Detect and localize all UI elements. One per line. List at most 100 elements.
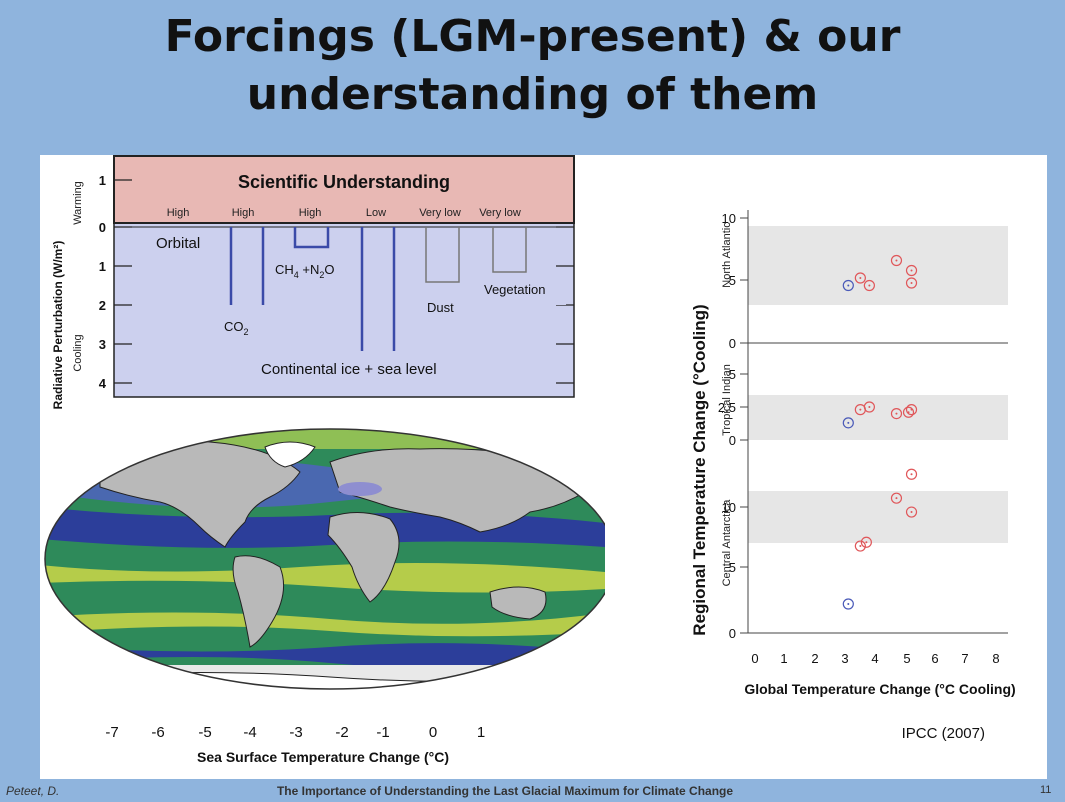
data-point-center <box>847 421 850 424</box>
data-point-center <box>859 408 862 411</box>
data-point <box>842 417 854 429</box>
panel-central-antarctica: Central Antarctica <box>721 499 733 587</box>
ca-tick-5: 5 <box>729 560 736 575</box>
y-tick-neg3: 3 <box>99 337 106 352</box>
cb-tick-0: 0 <box>429 724 437 741</box>
sst-colorbar: -7 -6 -5 -4 -3 -2 -1 0 1 Sea Surface Tem… <box>105 724 485 765</box>
na-tick-0: 0 <box>729 336 736 351</box>
greenland <box>264 441 316 468</box>
band-central-antarctica <box>748 491 1008 543</box>
data-point-center <box>865 541 868 544</box>
data-point <box>854 540 866 552</box>
panel-north-atlantic: North Atlantic <box>721 222 733 288</box>
ca-tick-0: 0 <box>729 626 736 641</box>
dust-label-bg <box>403 293 485 319</box>
data-point-center <box>895 497 898 500</box>
data-point-center <box>868 284 871 287</box>
data-point <box>905 264 918 277</box>
level-ch4: High <box>299 207 322 219</box>
data-point <box>863 279 875 292</box>
x-tick-3: 3 <box>841 651 848 666</box>
footer-author: Peteet, D. <box>6 784 60 798</box>
scatter-points <box>842 254 918 610</box>
orbital-label-bg <box>140 231 228 253</box>
data-point <box>842 598 854 610</box>
vegetation-bar <box>492 227 527 273</box>
y-tick-0: 0 <box>99 220 106 235</box>
x-tick-2: 2 <box>811 651 818 666</box>
warming-label: Warming <box>72 181 84 225</box>
understanding-header: Scientific Understanding <box>238 172 450 192</box>
x-tick-4: 4 <box>871 651 878 666</box>
australia <box>489 586 547 620</box>
dust-bar <box>425 227 460 283</box>
cb-tick-neg5: -5 <box>198 724 211 741</box>
minor-bars <box>425 227 527 283</box>
data-point-center <box>847 603 850 606</box>
y-tick-1: 1 <box>99 173 106 188</box>
y-tick-neg2: 2 <box>99 298 106 313</box>
data-point-center <box>910 282 913 284</box>
scatter-y-axis-label: Regional Temperature Change (°Cooling) <box>690 304 709 635</box>
footer-title: The Importance of Understanding the Last… <box>276 784 734 798</box>
x-tick-8: 8 <box>992 651 999 666</box>
cb-tick-neg7: -7 <box>105 724 118 741</box>
band-north-atlantic <box>748 226 1008 305</box>
north-america <box>99 440 301 548</box>
ch4-bar <box>293 227 330 249</box>
vegetation-label: Vegetation <box>484 282 545 297</box>
source-citation: IPCC (2007) <box>902 725 985 742</box>
data-point-center <box>847 284 850 287</box>
x-tick-7: 7 <box>961 651 968 666</box>
data-point <box>905 506 918 518</box>
scatter-chart: 10 5 0 5 2.5 0 10 5 0 North Atlantic Tro… <box>690 210 1016 742</box>
forcing-bars <box>229 227 396 351</box>
data-point <box>890 408 903 420</box>
x-tick-1: 1 <box>780 651 787 666</box>
dust-label: Dust <box>427 300 454 315</box>
na-tick-10: 10 <box>722 211 736 226</box>
data-point <box>890 254 903 267</box>
x-tick-6: 6 <box>931 651 938 666</box>
footer <box>0 779 1065 802</box>
data-point-center <box>895 412 898 415</box>
data-point <box>890 492 903 504</box>
ti-tick-0: 0 <box>729 433 736 448</box>
title-line-1: Forcings (LGM-present) & our <box>164 11 901 62</box>
data-point <box>905 404 918 416</box>
band-tropical-indian <box>748 395 1008 440</box>
eurasia <box>329 448 586 533</box>
data-point <box>863 401 875 413</box>
level-co2: High <box>232 207 255 219</box>
ti-tick-5: 5 <box>729 367 736 382</box>
data-point-center <box>859 545 862 548</box>
y-tick-neg4: 4 <box>99 376 107 391</box>
slide-title: Forcings (LGM-present) & our understandi… <box>0 8 1065 124</box>
cb-tick-neg4: -4 <box>243 724 256 741</box>
cb-tick-neg3: -3 <box>289 724 302 741</box>
ti-tick-2-5: 2.5 <box>718 400 736 415</box>
x-tick-5: 5 <box>903 651 910 666</box>
cb-tick-1: 1 <box>477 724 485 741</box>
data-point <box>854 272 866 284</box>
level-orbital: High <box>167 207 190 219</box>
y-tick-neg1: 1 <box>99 259 106 274</box>
data-point-center <box>910 511 913 514</box>
ice-label-bg <box>250 353 502 383</box>
slide-content: Scientific Understanding High High High … <box>40 155 1047 779</box>
data-point <box>905 468 918 480</box>
data-point-center <box>910 473 913 476</box>
data-point-center <box>895 259 898 262</box>
x-tick-0: 0 <box>751 651 758 666</box>
scatter-axes <box>740 210 1008 634</box>
cb-tick-neg2: -2 <box>335 724 348 741</box>
page-number: 11 <box>1040 784 1052 796</box>
south-america <box>232 555 285 648</box>
data-point <box>905 277 918 289</box>
data-point-center <box>910 408 913 411</box>
level-ice: Low <box>366 207 386 219</box>
na-tick-5: 5 <box>729 273 736 288</box>
data-point <box>902 406 915 418</box>
data-point-center <box>868 406 871 408</box>
ice-sheet-patch <box>338 482 382 496</box>
